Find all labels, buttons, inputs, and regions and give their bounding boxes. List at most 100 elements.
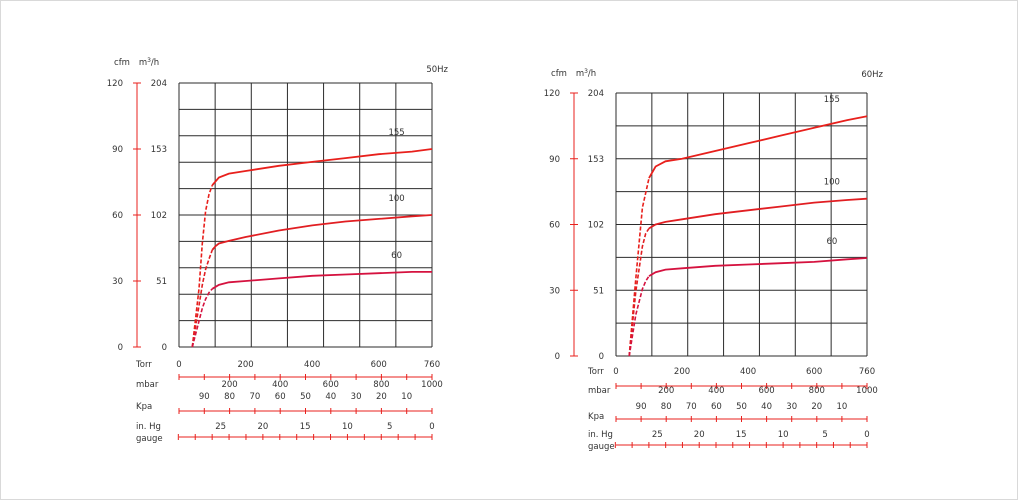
torr-tick-label: 600 bbox=[371, 360, 387, 370]
kpa-tick-label: 90 bbox=[199, 392, 210, 402]
inhg-tick-label: 25 bbox=[652, 430, 663, 440]
kpa-tick-label: 40 bbox=[325, 392, 336, 402]
cfm-tick-label: 90 bbox=[549, 155, 560, 165]
torr-tick-label: 0 bbox=[613, 367, 618, 377]
cfm-unit-label: cfm bbox=[551, 69, 567, 79]
m3h-unit-base: m bbox=[139, 58, 147, 68]
torr-label: Torr bbox=[135, 360, 152, 370]
kpa-tick-label: 60 bbox=[711, 402, 722, 412]
series-line-dashed bbox=[191, 288, 213, 348]
mbar-label: mbar bbox=[588, 386, 611, 396]
m3h-unit-label: m3/h bbox=[139, 57, 159, 68]
m3h-tick-label: 153 bbox=[151, 145, 167, 155]
kpa-tick-label: 10 bbox=[401, 392, 412, 402]
cfm-tick-label: 60 bbox=[549, 221, 560, 231]
kpa-tick-label: 80 bbox=[661, 402, 672, 412]
mbar-tick-label: 600 bbox=[758, 386, 774, 396]
kpa-tick-label: 80 bbox=[224, 392, 235, 402]
mbar-tick-label: 1000 bbox=[856, 386, 878, 396]
kpa-tick-label: 50 bbox=[300, 392, 311, 402]
inhg-label: in. Hg bbox=[136, 422, 161, 432]
torr-tick-label: 200 bbox=[237, 360, 253, 370]
inhg-tick-label: 25 bbox=[215, 422, 226, 432]
kpa-tick-label: 10 bbox=[836, 402, 847, 412]
series-line-dashed bbox=[191, 184, 214, 348]
series-line bbox=[648, 115, 868, 179]
series-label: 60 bbox=[826, 237, 837, 247]
cfm-tick-label: 90 bbox=[112, 145, 123, 155]
torr-label: Torr bbox=[587, 367, 604, 377]
m3h-unit-base: m bbox=[576, 69, 584, 79]
mbar-tick-label: 800 bbox=[373, 380, 389, 390]
kpa-tick-label: 70 bbox=[249, 392, 260, 402]
mbar-tick-label: 400 bbox=[272, 380, 288, 390]
series-line bbox=[211, 214, 433, 251]
series-line-dashed bbox=[628, 275, 650, 357]
series-label: 155 bbox=[824, 95, 840, 105]
inhg-tick-label: 5 bbox=[822, 430, 827, 440]
mbar-tick-label: 1000 bbox=[421, 380, 443, 390]
cfm-tick-label: 60 bbox=[112, 211, 123, 221]
m3h-tick-label: 0 bbox=[162, 343, 167, 353]
cfm-tick-label: 120 bbox=[544, 89, 560, 99]
torr-tick-label: 400 bbox=[740, 367, 756, 377]
m3h-tick-label: 204 bbox=[151, 79, 167, 89]
cfm-tick-label: 120 bbox=[107, 79, 123, 89]
mbar-tick-label: 600 bbox=[323, 380, 339, 390]
mbar-tick-label: 200 bbox=[221, 380, 237, 390]
torr-tick-label: 0 bbox=[176, 360, 181, 370]
mbar-label: mbar bbox=[136, 380, 159, 390]
torr-tick-label: 600 bbox=[806, 367, 822, 377]
inhg-tick-label: 20 bbox=[257, 422, 268, 432]
cfm-unit-label: cfm bbox=[114, 58, 130, 68]
m3h-tick-label: 102 bbox=[588, 221, 604, 231]
inhg-tick-label: 15 bbox=[736, 430, 747, 440]
m3h-unit-superscript: 3 bbox=[147, 57, 151, 64]
m3h-tick-label: 204 bbox=[588, 89, 604, 99]
torr-tick-label: 760 bbox=[424, 360, 440, 370]
m3h-tick-label: 51 bbox=[156, 277, 167, 287]
m3h-unit-label: m3/h bbox=[576, 68, 596, 79]
series-label: 155 bbox=[388, 128, 404, 138]
series-line-dashed bbox=[191, 249, 214, 348]
inhg-tick-label: 15 bbox=[300, 422, 311, 432]
chart-title: 60Hz bbox=[861, 70, 883, 80]
m3h-unit-rest: /h bbox=[588, 69, 596, 79]
kpa-label: Kpa bbox=[588, 412, 604, 422]
inhg-tick-label: 10 bbox=[342, 422, 353, 432]
m3h-tick-label: 153 bbox=[588, 155, 604, 165]
cfm-tick-label: 30 bbox=[112, 277, 123, 287]
m3h-tick-label: 0 bbox=[599, 352, 604, 362]
series-line bbox=[648, 197, 868, 230]
kpa-tick-label: 20 bbox=[811, 402, 822, 412]
mbar-tick-label: 400 bbox=[708, 386, 724, 396]
m3h-unit-rest: /h bbox=[151, 58, 159, 68]
torr-tick-label: 760 bbox=[859, 367, 875, 377]
series-line bbox=[648, 257, 868, 277]
kpa-tick-label: 30 bbox=[786, 402, 797, 412]
series-label: 60 bbox=[391, 251, 402, 261]
cfm-tick-label: 30 bbox=[549, 286, 560, 296]
kpa-tick-label: 30 bbox=[351, 392, 362, 402]
inhg-tick-label: 0 bbox=[429, 422, 434, 432]
m3h-tick-label: 51 bbox=[593, 286, 604, 296]
m3h-tick-label: 102 bbox=[151, 211, 167, 221]
torr-tick-label: 200 bbox=[674, 367, 690, 377]
inhg-tick-label: 20 bbox=[694, 430, 705, 440]
inhg-gauge-label: gauge bbox=[136, 434, 163, 444]
kpa-tick-label: 70 bbox=[686, 402, 697, 412]
m3h-unit-superscript: 3 bbox=[584, 68, 588, 75]
series-line bbox=[211, 148, 433, 186]
mbar-tick-label: 800 bbox=[809, 386, 825, 396]
series-label: 100 bbox=[388, 194, 404, 204]
cfm-tick-label: 0 bbox=[555, 352, 560, 362]
kpa-tick-label: 20 bbox=[376, 392, 387, 402]
inhg-tick-label: 5 bbox=[387, 422, 392, 432]
cfm-tick-label: 0 bbox=[118, 343, 123, 353]
kpa-tick-label: 50 bbox=[736, 402, 747, 412]
inhg-tick-label: 10 bbox=[778, 430, 789, 440]
